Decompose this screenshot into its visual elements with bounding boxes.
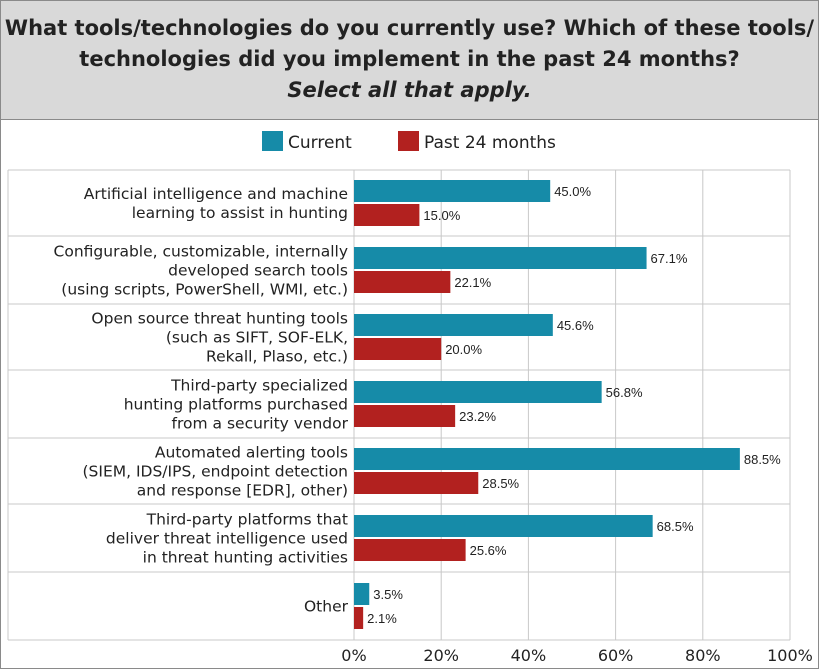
bar-current xyxy=(354,247,647,269)
x-tick-label: 80% xyxy=(685,646,721,665)
bar-past-24-months xyxy=(354,204,420,226)
data-label: 45.6% xyxy=(557,318,594,333)
bar-past-24-months xyxy=(354,472,479,494)
legend-label-past-24-months: Past 24 months xyxy=(424,133,556,153)
bar-current xyxy=(354,381,602,403)
chart-header: What tools/technologies do you currently… xyxy=(1,1,818,120)
data-label: 67.1% xyxy=(651,251,688,266)
category-label: Open source threat hunting tools (such as… xyxy=(91,310,348,366)
data-label: 28.5% xyxy=(482,476,519,491)
legend-swatch-past-24-months xyxy=(398,131,419,151)
data-label: 56.8% xyxy=(606,385,643,400)
bar-current xyxy=(354,448,740,470)
category-label: Configurable, customizable, internally de… xyxy=(54,243,348,299)
bar-current xyxy=(354,583,370,605)
bar-current xyxy=(354,314,553,336)
category-label: Third-party platforms that deliver threat… xyxy=(106,511,348,567)
bar-past-24-months xyxy=(354,405,456,427)
data-label: 20.0% xyxy=(445,342,482,357)
category-label: Other xyxy=(304,598,349,616)
x-tick-label: 60% xyxy=(598,646,634,665)
chart-subtitle: Select all that apply. xyxy=(287,78,532,102)
bar-past-24-months xyxy=(354,338,442,360)
category-label: Third-party specialized hunting platforms… xyxy=(124,377,349,433)
bar-past-24-months xyxy=(354,607,364,629)
data-label: 15.0% xyxy=(423,208,460,223)
chart-title-line-1: What tools/technologies do you currently… xyxy=(4,16,815,40)
category-label: Automated alerting tools (SIEM, IDS/IPS, … xyxy=(82,444,348,500)
data-label: 2.1% xyxy=(367,611,397,626)
data-label: 68.5% xyxy=(657,519,694,534)
data-label: 88.5% xyxy=(744,452,781,467)
data-label: 25.6% xyxy=(470,543,507,558)
legend-swatch-current xyxy=(262,131,283,151)
bar-current xyxy=(354,180,551,202)
x-tick-label: 20% xyxy=(423,646,459,665)
bar-past-24-months xyxy=(354,539,466,561)
legend-label-current: Current xyxy=(288,133,352,153)
data-label: 22.1% xyxy=(454,275,491,290)
category-label: Artificial intelligence and machine learn… xyxy=(84,185,348,222)
x-tick-label: 0% xyxy=(341,646,366,665)
x-tick-label: 40% xyxy=(511,646,547,665)
data-label: 23.2% xyxy=(459,409,496,424)
bar-past-24-months xyxy=(354,271,451,293)
data-label: 45.0% xyxy=(554,184,591,199)
bar-current xyxy=(354,515,653,537)
x-tick-label: 100% xyxy=(767,646,813,665)
chart-title-line-2: technologies did you implement in the pa… xyxy=(79,47,740,71)
data-label: 3.5% xyxy=(373,587,403,602)
